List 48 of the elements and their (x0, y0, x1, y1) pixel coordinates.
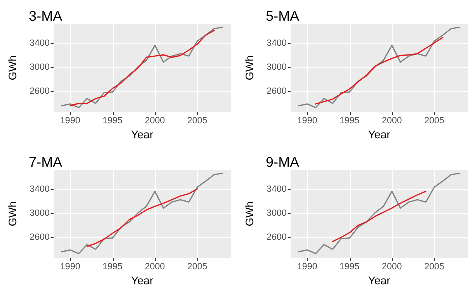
line-series (298, 26, 461, 108)
y-tick-label: 2600 (30, 86, 50, 96)
x-tick-label: 1995 (340, 116, 360, 126)
chart-title: 3-MA (29, 8, 64, 24)
line-series (61, 172, 224, 254)
line-series (315, 37, 444, 105)
x-axis-title: Year (368, 275, 391, 288)
x-tick-label: 1990 (60, 262, 80, 272)
x-tick-label: 2005 (424, 262, 445, 272)
x-tick-label: 1990 (297, 116, 318, 126)
chart-title: 7-MA (29, 154, 64, 170)
line-series (298, 172, 461, 254)
y-tick-label: 2600 (266, 232, 287, 242)
line-series (70, 30, 216, 107)
y-axis-title: GWh (244, 55, 256, 81)
x-tick-label: 2005 (188, 116, 208, 126)
x-tick-label: 1995 (102, 262, 123, 272)
y-tick-label: 2600 (30, 232, 50, 242)
y-tick-label: 3000 (266, 208, 287, 218)
x-tick-label: 1995 (340, 262, 360, 272)
line-series (86, 188, 198, 248)
line-series (61, 26, 224, 108)
y-tick-label: 2600 (266, 86, 287, 96)
x-tick-label: 2000 (145, 116, 166, 126)
y-tick-label: 3400 (30, 38, 50, 48)
x-axis-title: Year (131, 129, 154, 142)
x-axis-title: Year (368, 129, 391, 142)
line-series (332, 190, 427, 242)
chart-title: 5-MA (266, 8, 300, 24)
y-tick-label: 3400 (30, 184, 50, 194)
y-axis-title: GWh (8, 201, 20, 227)
x-tick-label: 2000 (382, 116, 402, 126)
y-axis-title: GWh (8, 55, 20, 81)
x-tick-label: 2005 (424, 116, 445, 126)
x-tick-label: 2000 (145, 262, 166, 272)
x-tick-label: 2005 (188, 262, 208, 272)
y-tick-label: 3000 (30, 62, 50, 72)
x-tick-label: 1990 (60, 116, 80, 126)
y-tick-label: 3000 (266, 62, 287, 72)
y-tick-label: 3400 (266, 184, 287, 194)
x-tick-label: 1995 (102, 116, 123, 126)
y-tick-label: 3000 (30, 208, 50, 218)
y-tick-label: 3400 (266, 38, 287, 48)
x-tick-label: 1990 (297, 262, 318, 272)
x-tick-label: 2000 (382, 262, 402, 272)
y-axis-title: GWh (244, 201, 256, 227)
chart-title: 9-MA (266, 154, 300, 170)
x-axis-title: Year (131, 275, 154, 288)
